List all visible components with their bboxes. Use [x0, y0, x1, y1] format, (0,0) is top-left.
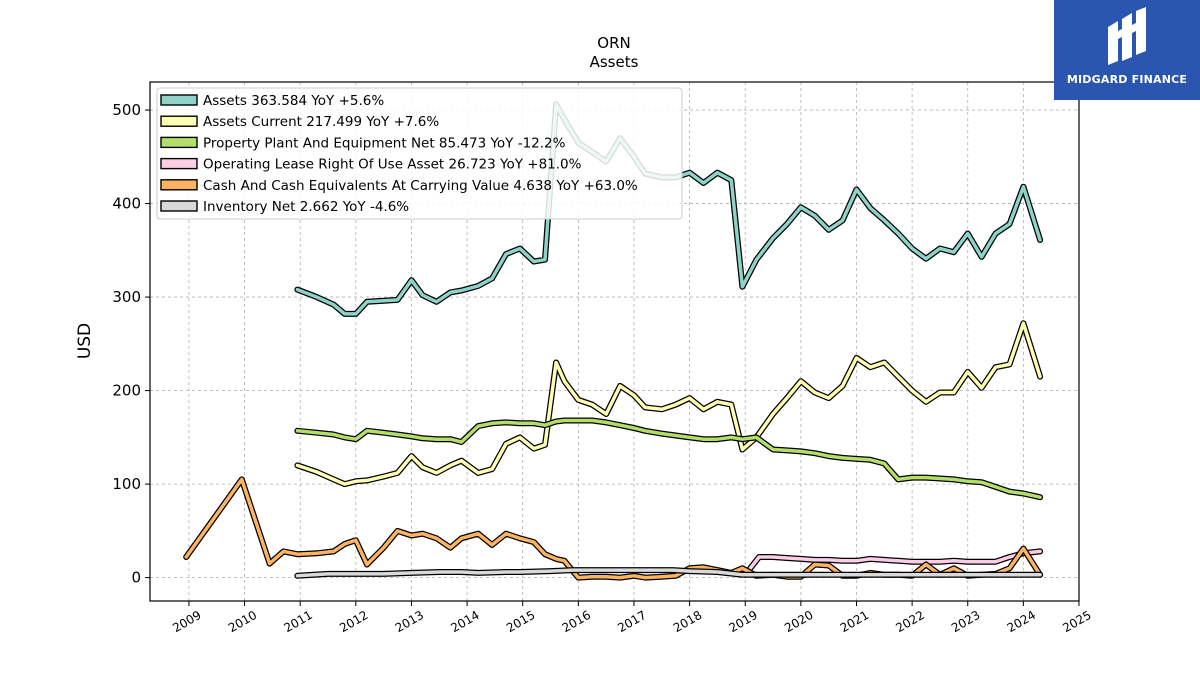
legend-swatch: [160, 115, 198, 127]
y-tick-label: 500: [112, 101, 141, 119]
x-tick-label: 2010: [226, 608, 259, 635]
y-tick-label: 400: [112, 195, 141, 213]
legend-swatch: [160, 94, 198, 106]
x-tick-label: 2015: [504, 608, 537, 635]
legend[interactable]: Assets 363.584 YoY +5.6% Assets Current 2…: [156, 87, 683, 220]
x-tick-label: 2023: [949, 608, 982, 635]
x-tick-label: 2022: [893, 608, 926, 635]
legend-swatch: [160, 157, 198, 170]
series-line-inventory-net: [295, 568, 1042, 578]
x-tick-label: 2011: [281, 608, 314, 635]
x-tick-label: 2019: [727, 608, 760, 635]
x-tick-label: 2016: [560, 608, 593, 635]
y-axis-label: USD: [75, 323, 95, 359]
x-tick-label: 2012: [337, 608, 370, 635]
x-tick-label: 2025: [1060, 608, 1093, 635]
legend-label: Operating Lease Right Of Use Asset 26.72…: [203, 157, 582, 173]
x-tick-label: 2009: [170, 608, 203, 635]
legend-label: Assets Current 217.499 YoY +7.6%: [203, 114, 439, 130]
y-tick-label: 200: [112, 382, 141, 400]
x-tick-label: 2020: [782, 608, 815, 635]
x-tick-label: 2021: [838, 608, 871, 635]
logo-text: MIDGARD FINANCE: [1066, 73, 1188, 86]
series-line-assets-current: [295, 321, 1042, 486]
y-tick-label: 300: [112, 288, 141, 306]
brand-logo: MIDGARD FINANCE: [1054, 0, 1200, 100]
y-tick-label: 100: [112, 475, 141, 493]
midgard-m-logo-icon: [1108, 7, 1146, 65]
chart-title: ORN: [597, 34, 630, 52]
series-line-operating-lease-right-of-use-asset: [743, 549, 1042, 577]
chart-subtitle: Assets: [590, 53, 639, 71]
legend-swatch: [160, 179, 198, 191]
plot-frame: [149, 81, 1080, 602]
legend-label: Property Plant And Equipment Net 85.473 …: [203, 135, 566, 151]
legend-swatch: [160, 136, 198, 149]
y-tick-label: 0: [131, 569, 141, 587]
legend-box: [156, 87, 683, 220]
x-tick-label: 2014: [448, 608, 481, 635]
series-line-property-plant-and-equipment-net: [295, 418, 1042, 499]
legend-label: Inventory Net 2.662 YoY -4.6%: [203, 199, 409, 215]
legend-label: Assets 363.584 YoY +5.6%: [203, 93, 384, 109]
x-tick-label: 2024: [1005, 608, 1038, 635]
x-tick-label: 2018: [671, 608, 704, 635]
x-tick-label: 2017: [615, 608, 648, 635]
legend-swatch: [160, 200, 198, 212]
legend-label: Cash And Cash Equivalents At Carrying Va…: [203, 178, 638, 194]
x-tick-label: 2013: [393, 608, 426, 635]
